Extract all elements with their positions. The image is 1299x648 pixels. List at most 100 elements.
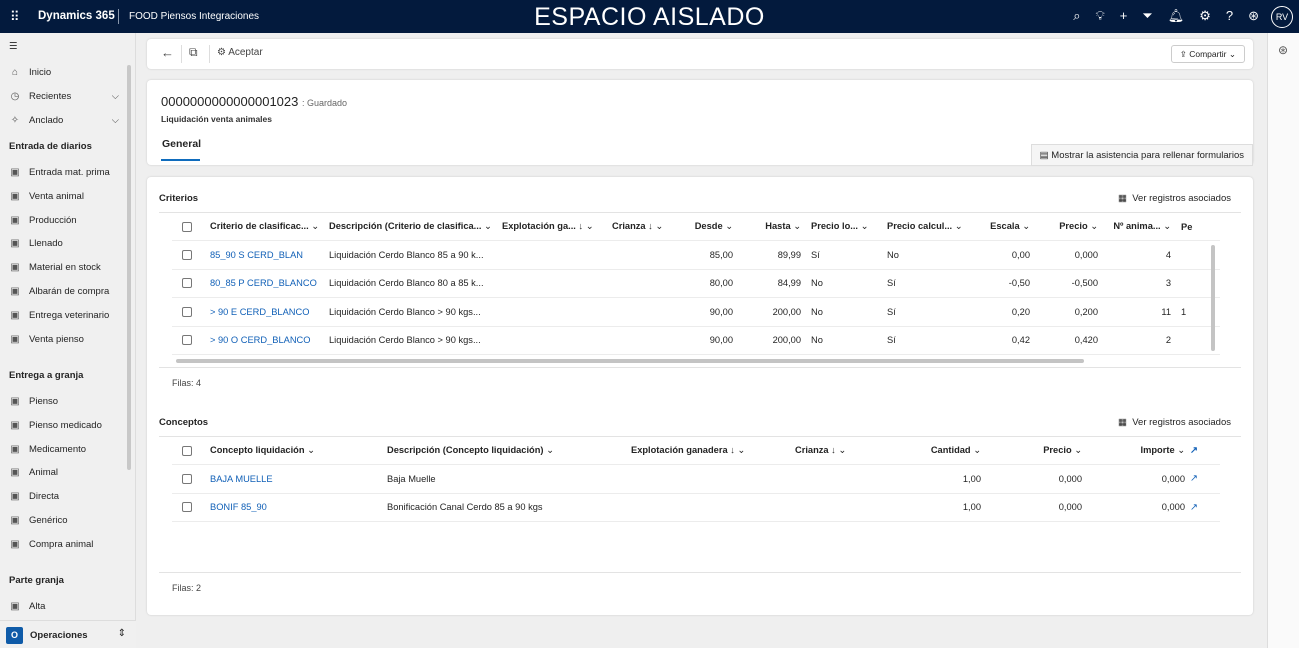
column-header[interactable]: Pe bbox=[1181, 221, 1193, 232]
row-checkbox[interactable] bbox=[182, 502, 192, 513]
column-header[interactable]: Descripción (Concepto liquidación) ⌄ bbox=[387, 445, 554, 455]
column-header[interactable]: Explotación ganadera ↓ ⌄ bbox=[631, 445, 746, 455]
record-id: 0000000000000001023 bbox=[161, 94, 299, 109]
sidebar-item-anclado[interactable]: ✧ Anclado ⌵ bbox=[9, 115, 119, 126]
sidebar-item[interactable]: ▣ Entrada mat. prima bbox=[9, 167, 119, 178]
top-icons: ⌕ 💡︎ + ⏷ 🔔︎ ⚙? ⊛ bbox=[1073, 8, 1259, 24]
form-assist-button[interactable]: ▤ Mostrar la asistencia para rellenar fo… bbox=[1030, 144, 1253, 166]
environment-name[interactable]: FOOD Piensos Integraciones bbox=[129, 11, 260, 22]
criterios-view-related[interactable]: ▦ Ver registros asociados bbox=[1118, 193, 1231, 204]
menu-item-icon: ▣ bbox=[10, 515, 20, 526]
sidebar-item-label: Venta animal bbox=[29, 190, 84, 202]
record-link[interactable]: BONIF 85_90 bbox=[210, 502, 267, 513]
column-header[interactable]: Crianza ↓ ⌄ bbox=[612, 221, 664, 231]
sidebar-item-inicio[interactable]: ⌂ Inicio bbox=[9, 67, 119, 78]
column-header[interactable]: Hasta ⌄ bbox=[765, 221, 801, 231]
table-row[interactable]: BONIF 85_90 Bonificación Canal Cerdo 85 a… bbox=[172, 494, 1220, 522]
sidebar-item[interactable]: ▣ Pienso bbox=[9, 396, 119, 407]
hamburger-icon[interactable]: ☰ bbox=[9, 41, 18, 52]
lightbulb-icon[interactable]: 💡︎ bbox=[1095, 8, 1105, 23]
cell: 0,00 bbox=[1011, 249, 1030, 260]
column-header[interactable]: Precio lo... ⌄ bbox=[811, 221, 869, 231]
column-header[interactable]: Precio ⌄ bbox=[1059, 221, 1098, 231]
sidebar-item[interactable]: ▣ Entrega veterinario bbox=[9, 310, 119, 321]
search-icon[interactable]: ⌕ bbox=[1073, 8, 1081, 23]
column-header[interactable]: Explotación ga... ↓ ⌄ bbox=[502, 221, 594, 231]
sidebar-item[interactable]: ▣ Compra animal bbox=[9, 539, 119, 550]
sidebar-item-recientes[interactable]: ◷ Recientes ⌵ bbox=[9, 91, 119, 102]
area-switcher[interactable]: O Operaciones ⇕ bbox=[0, 620, 136, 648]
column-header[interactable]: Precio calcul... ⌄ bbox=[887, 221, 963, 231]
record-link[interactable]: > 90 E CERD_BLANCO bbox=[210, 306, 310, 317]
open-new-window-icon[interactable]: ⧉ bbox=[189, 45, 198, 59]
sidebar-item[interactable]: ▣ Medicamento bbox=[9, 444, 119, 455]
sidebar-item[interactable]: ▣ Venta animal bbox=[9, 191, 119, 202]
sidebar-item-label: Animal bbox=[29, 467, 59, 479]
conceptos-view-related[interactable]: ▦ Ver registros asociados bbox=[1118, 417, 1231, 428]
column-header[interactable]: Importe ⌄ bbox=[1140, 445, 1185, 455]
select-all-checkbox[interactable] bbox=[182, 445, 192, 456]
app-launcher-icon[interactable]: ⠿ bbox=[10, 9, 20, 24]
plus-icon[interactable]: + bbox=[1119, 8, 1128, 23]
table-row[interactable]: > 90 E CERD_BLANCO Liquidación Cerdo Blan… bbox=[172, 298, 1220, 327]
record-link[interactable]: 85_90 S CERD_BLAN bbox=[210, 249, 304, 260]
sidebar-item[interactable]: ▣ Llenado bbox=[9, 238, 119, 249]
sidebar-item-label: Albarán de compra bbox=[29, 286, 110, 297]
copilot-icon[interactable]: ⊛ bbox=[1278, 43, 1289, 57]
sidebar-item[interactable]: ▣ Alta bbox=[9, 601, 119, 612]
table-row[interactable]: 85_90 S CERD_BLAN Liquidación Cerdo Blanc… bbox=[172, 241, 1220, 270]
filter-icon[interactable]: ⏷ bbox=[1142, 8, 1153, 23]
cell: 0,000 bbox=[1074, 249, 1098, 260]
column-header[interactable]: Descripción (Criterio de clasifica... ⌄ bbox=[329, 221, 492, 231]
open-external-icon[interactable]: ↗ bbox=[1190, 501, 1198, 512]
open-external-icon[interactable]: ↗ bbox=[1190, 473, 1198, 484]
divider bbox=[118, 9, 119, 24]
share-button[interactable]: ⇪ Compartir ⌄ bbox=[1170, 45, 1245, 63]
column-header[interactable]: Nº anima... ⌄ bbox=[1113, 221, 1171, 231]
column-header[interactable]: Crianza ↓ ⌄ bbox=[795, 445, 847, 455]
avatar[interactable]: RV bbox=[1271, 6, 1293, 28]
column-header[interactable]: Precio ⌄ bbox=[1043, 445, 1082, 455]
sidebar-item[interactable]: ▣ Producción bbox=[9, 215, 119, 226]
sidebar-scrollbar[interactable] bbox=[127, 65, 131, 470]
record-link[interactable]: > 90 O CERD_BLANCO bbox=[210, 335, 311, 346]
column-header[interactable]: Cantidad ⌄ bbox=[930, 445, 981, 455]
row-checkbox[interactable] bbox=[182, 306, 192, 317]
row-checkbox[interactable] bbox=[182, 473, 192, 484]
help-icon[interactable]: ? bbox=[1225, 8, 1234, 23]
column-header[interactable]: Criterio de clasificac... ⌄ bbox=[210, 221, 320, 231]
vertical-scrollbar[interactable] bbox=[1211, 245, 1215, 351]
sidebar-item[interactable]: ▣ Animal bbox=[9, 467, 119, 478]
horizontal-scrollbar[interactable] bbox=[176, 359, 1084, 363]
table-row[interactable]: 80_85 P CERD_BLANCO Liquidación Cerdo Bla… bbox=[172, 270, 1220, 298]
back-icon[interactable]: ← bbox=[161, 45, 174, 60]
sidebar-item[interactable]: ▣ Albarán de compra bbox=[9, 286, 119, 297]
sidebar-item[interactable]: ▣ Venta pienso bbox=[9, 334, 119, 345]
sidebar-item[interactable]: ▣ Directa bbox=[9, 491, 119, 502]
sidebar-item[interactable]: ▣ Material en stock bbox=[9, 262, 119, 273]
column-header[interactable]: Concepto liquidación ⌄ bbox=[210, 445, 315, 455]
tab-general[interactable]: General bbox=[162, 138, 202, 150]
record-link[interactable]: 80_85 P CERD_BLANCO bbox=[210, 278, 317, 289]
sidebar-item[interactable]: ▣ Pienso medicado bbox=[9, 420, 119, 431]
row-checkbox[interactable] bbox=[182, 249, 192, 260]
accept-button[interactable]: ⚙ Aceptar bbox=[217, 47, 263, 58]
column-header[interactable]: Escala ⌄ bbox=[990, 221, 1030, 231]
sidebar-item[interactable]: ▣ Genérico bbox=[9, 515, 119, 526]
open-external-icon[interactable]: ↗ bbox=[1190, 445, 1198, 455]
row-checkbox[interactable] bbox=[182, 278, 192, 289]
menu-item-icon: ▣ bbox=[10, 396, 20, 407]
copilot-icon[interactable]: ⊛ bbox=[1248, 8, 1259, 23]
cell: Sí bbox=[811, 249, 820, 260]
column-header[interactable]: Desde ⌄ bbox=[694, 221, 733, 231]
row-checkbox[interactable] bbox=[182, 335, 192, 346]
brand[interactable]: Dynamics 365 bbox=[38, 10, 115, 22]
grid-header-row: Criterio de clasificac... ⌄ Descripción (… bbox=[172, 213, 1220, 241]
select-all-checkbox[interactable] bbox=[182, 221, 192, 232]
sandbox-label: ESPACIO AISLADO bbox=[534, 3, 765, 31]
table-row[interactable]: > 90 O CERD_BLANCO Liquidación Cerdo Blan… bbox=[172, 327, 1220, 355]
bell-icon[interactable]: 🔔︎ bbox=[1167, 8, 1185, 23]
gear-icon[interactable]: ⚙ bbox=[1199, 8, 1211, 23]
table-row[interactable]: BAJA MUELLE Baja Muelle 1,00 0,000 0,000 ↗ bbox=[172, 465, 1220, 494]
record-link[interactable]: BAJA MUELLE bbox=[210, 473, 273, 484]
